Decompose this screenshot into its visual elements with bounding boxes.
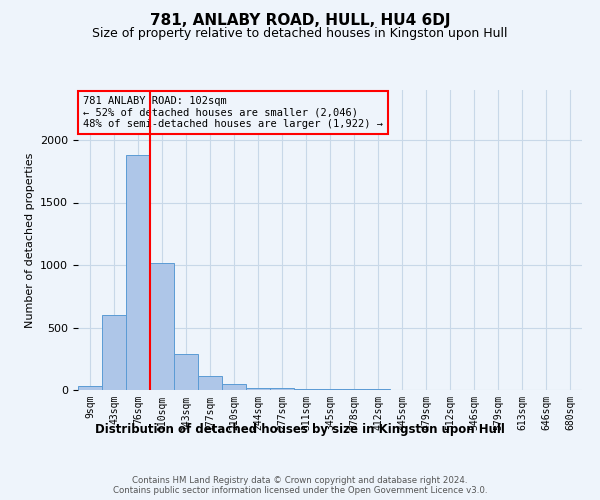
Bar xyxy=(174,354,198,390)
Bar xyxy=(102,315,126,390)
Bar xyxy=(270,388,294,390)
Bar xyxy=(246,388,270,390)
Text: 781, ANLABY ROAD, HULL, HU4 6DJ: 781, ANLABY ROAD, HULL, HU4 6DJ xyxy=(150,12,450,28)
Bar xyxy=(294,389,318,390)
Bar xyxy=(78,386,102,390)
Y-axis label: Number of detached properties: Number of detached properties xyxy=(25,152,35,328)
Bar xyxy=(222,384,246,390)
Text: Distribution of detached houses by size in Kingston upon Hull: Distribution of detached houses by size … xyxy=(95,422,505,436)
Bar xyxy=(318,389,342,390)
Text: Contains HM Land Registry data © Crown copyright and database right 2024.
Contai: Contains HM Land Registry data © Crown c… xyxy=(113,476,487,495)
Text: Size of property relative to detached houses in Kingston upon Hull: Size of property relative to detached ho… xyxy=(92,28,508,40)
Text: 781 ANLABY ROAD: 102sqm
← 52% of detached houses are smaller (2,046)
48% of semi: 781 ANLABY ROAD: 102sqm ← 52% of detache… xyxy=(83,96,383,129)
Bar xyxy=(150,262,174,390)
Bar xyxy=(126,155,150,390)
Bar xyxy=(198,376,222,390)
